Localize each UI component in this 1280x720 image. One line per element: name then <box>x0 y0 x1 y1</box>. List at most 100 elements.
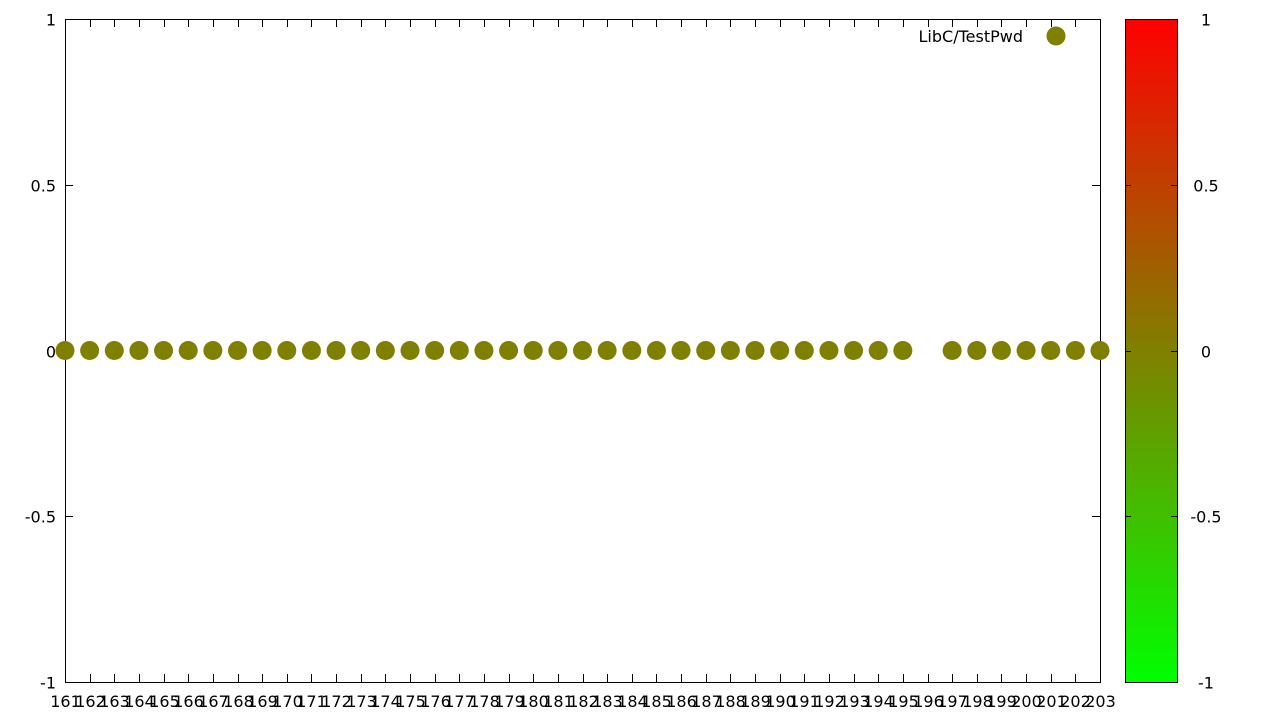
x-tick-label: 200 <box>1011 692 1042 711</box>
data-point <box>80 341 100 360</box>
data-point <box>597 341 617 360</box>
x-tick-label: 184 <box>617 692 648 711</box>
x-tick-label: 165 <box>149 692 180 711</box>
x-tick-label: 193 <box>839 692 870 711</box>
data-point <box>400 341 420 360</box>
data-point <box>548 341 568 360</box>
x-tick-label: 187 <box>691 692 722 711</box>
x-tick-label: 190 <box>765 692 796 711</box>
colorbar-tick-label: -0.5 <box>1190 508 1221 527</box>
colorbar-ticks: 1 0.5 0 -0.5 -1 <box>1125 11 1222 693</box>
data-point <box>499 341 519 360</box>
data-point <box>449 341 469 360</box>
data-point <box>1016 341 1036 360</box>
x-tick-label: 178 <box>469 692 500 711</box>
colorbar: 1 0.5 0 -0.5 -1 <box>1125 11 1222 693</box>
data-point <box>794 341 814 360</box>
x-tick-label: 169 <box>247 692 278 711</box>
y-tick-label: 1 <box>46 11 56 30</box>
legend: LibC/TestPwd <box>919 26 1066 46</box>
x-tick-label: 168 <box>223 692 254 711</box>
x-tick-label: 202 <box>1060 692 1091 711</box>
x-tick-label: 196 <box>913 692 944 711</box>
x-tick-label: 199 <box>986 692 1017 711</box>
data-point <box>893 341 913 360</box>
data-point <box>474 341 494 360</box>
x-tick-label: 161 <box>50 692 81 711</box>
colorbar-tick-label: -1 <box>1198 674 1214 693</box>
data-point <box>375 341 395 360</box>
data-point <box>129 341 149 360</box>
data-point <box>868 341 888 360</box>
data-point <box>104 341 124 360</box>
x-tick-label: 179 <box>494 692 525 711</box>
data-point <box>720 341 740 360</box>
data-point <box>991 341 1011 360</box>
data-point <box>55 341 75 360</box>
data-point <box>252 341 272 360</box>
x-tick-label: 166 <box>173 692 204 711</box>
x-tick-label: 174 <box>370 692 401 711</box>
x-tick-label: 177 <box>444 692 475 711</box>
x-tick-label: 176 <box>420 692 451 711</box>
x-tick-label: 201 <box>1036 692 1067 711</box>
x-tick-label: 162 <box>75 692 106 711</box>
y-tick-label: -1 <box>40 674 56 693</box>
data-point <box>178 341 198 360</box>
data-points <box>55 341 1110 360</box>
colorbar-tick-label: 0.5 <box>1193 177 1218 196</box>
data-point <box>671 341 691 360</box>
legend-label: LibC/TestPwd <box>919 27 1023 46</box>
data-point <box>1090 341 1110 360</box>
x-tick-label: 183 <box>592 692 623 711</box>
data-point <box>622 341 642 360</box>
x-tick-label: 189 <box>740 692 771 711</box>
y-tick-label: -0.5 <box>25 508 56 527</box>
x-tick-label: 164 <box>124 692 155 711</box>
x-tick-label: 175 <box>395 692 426 711</box>
data-point <box>1065 341 1085 360</box>
x-tick-label: 171 <box>296 692 327 711</box>
data-point <box>770 341 790 360</box>
data-point <box>154 341 174 360</box>
x-tick-label: 163 <box>99 692 130 711</box>
y-axis: 1 0.5 0 -0.5 -1 <box>25 11 1100 693</box>
x-tick-label: 170 <box>272 692 303 711</box>
data-point <box>573 341 592 360</box>
x-tick-label: 192 <box>814 692 845 711</box>
x-tick-label: 198 <box>962 692 993 711</box>
data-point <box>523 341 543 360</box>
x-tick-label: 195 <box>888 692 919 711</box>
x-tick-label: 180 <box>518 692 549 711</box>
data-point <box>819 341 839 360</box>
data-point <box>1041 341 1061 360</box>
x-tick-label: 188 <box>715 692 746 711</box>
x-tick-label: 185 <box>641 692 672 711</box>
x-tick-label: 191 <box>789 692 820 711</box>
data-point <box>967 341 987 360</box>
y-tick-label: 0 <box>46 343 56 362</box>
x-tick-label: 186 <box>666 692 697 711</box>
y-tick-label: 0.5 <box>31 177 56 196</box>
x-tick-label: 181 <box>543 692 574 711</box>
data-point <box>942 341 962 360</box>
colorbar-tick-label: 0 <box>1201 343 1211 362</box>
data-point <box>425 341 445 360</box>
data-point <box>301 341 321 360</box>
data-point <box>326 341 346 360</box>
x-tick-label: 173 <box>346 692 377 711</box>
data-point <box>228 341 247 360</box>
x-tick-label: 203 <box>1085 692 1116 711</box>
data-point <box>745 341 765 360</box>
data-point <box>351 341 371 360</box>
x-tick-label: 197 <box>937 692 968 711</box>
data-point <box>696 341 716 360</box>
x-tick-label: 167 <box>198 692 229 711</box>
colorbar-gradient <box>1125 19 1178 683</box>
x-tick-label: 182 <box>568 692 599 711</box>
data-point <box>203 341 223 360</box>
data-point <box>277 341 297 360</box>
data-point <box>646 341 666 360</box>
x-tick-label: 172 <box>321 692 352 711</box>
